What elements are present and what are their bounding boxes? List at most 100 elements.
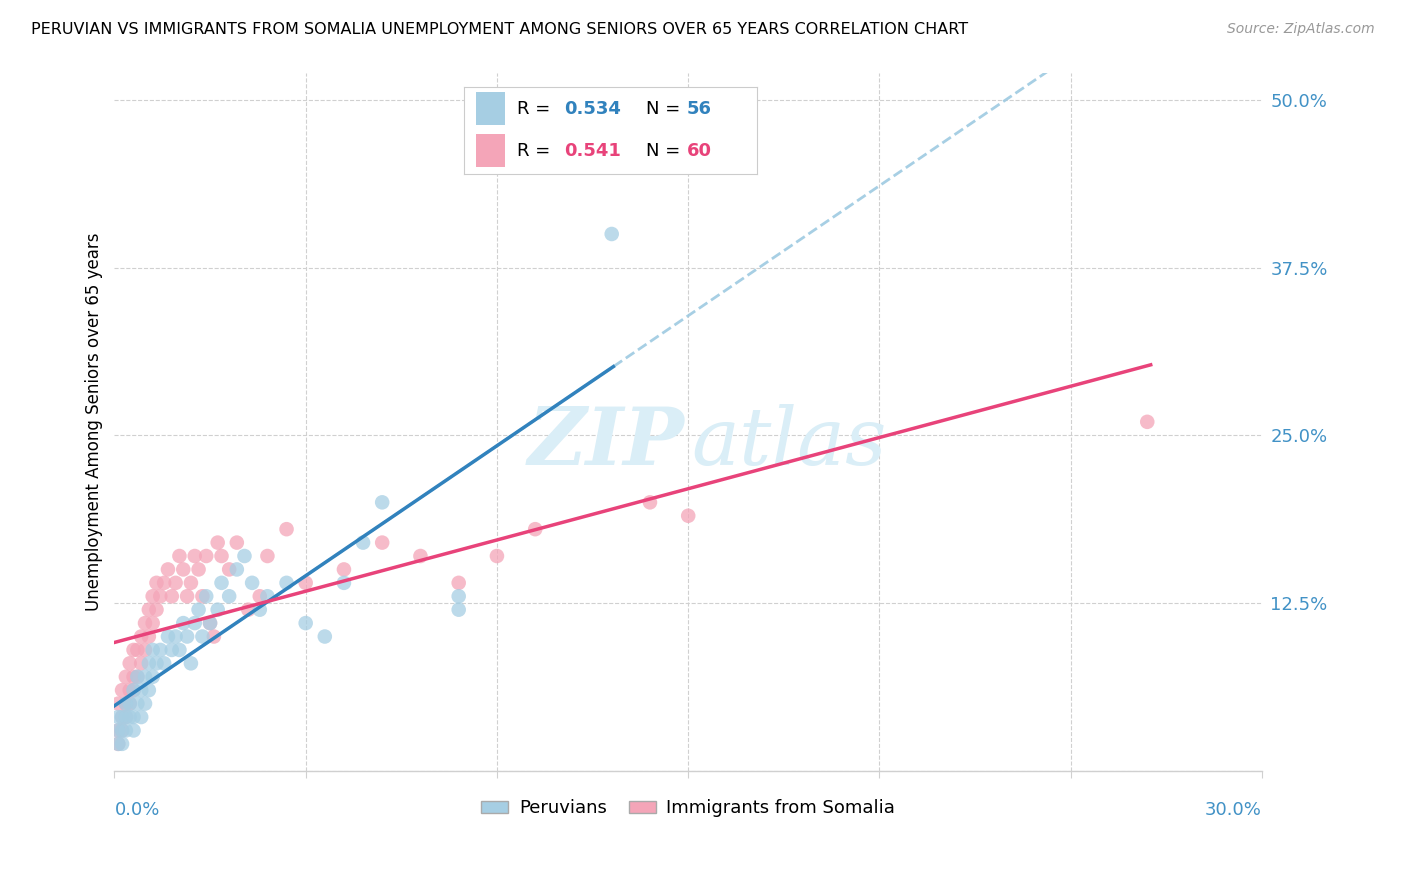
- Point: [122, 683, 145, 698]
- Point: [211, 549, 233, 563]
- Point: [160, 643, 183, 657]
- Point: [676, 508, 699, 523]
- Point: [524, 522, 547, 536]
- Point: [129, 683, 152, 698]
- Point: [122, 710, 145, 724]
- Point: [176, 630, 198, 644]
- Point: [172, 562, 194, 576]
- Point: [156, 562, 179, 576]
- Point: [118, 697, 141, 711]
- Point: [142, 589, 165, 603]
- Point: [142, 643, 165, 657]
- Point: [202, 630, 225, 644]
- Point: [138, 602, 160, 616]
- Point: [169, 549, 191, 563]
- Point: [115, 697, 138, 711]
- Point: [153, 657, 176, 671]
- Point: [1136, 415, 1159, 429]
- Point: [165, 630, 187, 644]
- Point: [184, 549, 207, 563]
- Text: ZIP: ZIP: [527, 404, 685, 482]
- Point: [111, 710, 134, 724]
- Point: [240, 575, 263, 590]
- Point: [127, 670, 149, 684]
- Point: [118, 697, 141, 711]
- Point: [111, 723, 134, 738]
- Point: [198, 616, 221, 631]
- Point: [153, 575, 176, 590]
- Point: [111, 683, 134, 698]
- Point: [218, 562, 240, 576]
- Point: [129, 657, 152, 671]
- Point: [107, 737, 129, 751]
- Point: [294, 575, 316, 590]
- Point: [122, 723, 145, 738]
- Point: [138, 630, 160, 644]
- Legend: Peruvians, Immigrants from Somalia: Peruvians, Immigrants from Somalia: [474, 792, 903, 824]
- Point: [207, 602, 229, 616]
- Point: [127, 643, 149, 657]
- Point: [115, 670, 138, 684]
- Point: [115, 697, 138, 711]
- Point: [145, 657, 167, 671]
- Point: [249, 589, 271, 603]
- Point: [191, 630, 214, 644]
- Point: [218, 589, 240, 603]
- Point: [225, 535, 247, 549]
- Point: [447, 589, 470, 603]
- Point: [165, 575, 187, 590]
- Point: [118, 710, 141, 724]
- Point: [122, 683, 145, 698]
- Point: [107, 737, 129, 751]
- Point: [115, 710, 138, 724]
- Point: [156, 630, 179, 644]
- Point: [211, 575, 233, 590]
- Point: [225, 562, 247, 576]
- Point: [122, 643, 145, 657]
- Point: [600, 227, 623, 241]
- Point: [314, 630, 336, 644]
- Point: [134, 616, 156, 631]
- Point: [134, 670, 156, 684]
- Point: [195, 549, 218, 563]
- Point: [160, 589, 183, 603]
- Point: [233, 549, 256, 563]
- Point: [187, 602, 209, 616]
- Point: [107, 697, 129, 711]
- Text: 30.0%: 30.0%: [1205, 801, 1263, 819]
- Point: [138, 657, 160, 671]
- Point: [111, 723, 134, 738]
- Point: [129, 630, 152, 644]
- Text: atlas: atlas: [692, 404, 887, 482]
- Point: [145, 575, 167, 590]
- Point: [107, 723, 129, 738]
- Point: [207, 535, 229, 549]
- Point: [333, 575, 356, 590]
- Point: [371, 535, 394, 549]
- Point: [447, 602, 470, 616]
- Point: [256, 549, 278, 563]
- Point: [187, 562, 209, 576]
- Point: [115, 710, 138, 724]
- Point: [122, 670, 145, 684]
- Point: [145, 602, 167, 616]
- Point: [142, 616, 165, 631]
- Point: [149, 643, 172, 657]
- Point: [172, 616, 194, 631]
- Text: 0.0%: 0.0%: [114, 801, 160, 819]
- Point: [191, 589, 214, 603]
- Point: [134, 643, 156, 657]
- Point: [184, 616, 207, 631]
- Point: [195, 589, 218, 603]
- Point: [294, 616, 316, 631]
- Point: [409, 549, 432, 563]
- Point: [127, 697, 149, 711]
- Point: [129, 710, 152, 724]
- Point: [115, 723, 138, 738]
- Point: [138, 683, 160, 698]
- Point: [485, 549, 508, 563]
- Point: [134, 697, 156, 711]
- Point: [638, 495, 661, 509]
- Y-axis label: Unemployment Among Seniors over 65 years: Unemployment Among Seniors over 65 years: [86, 233, 103, 611]
- Point: [238, 602, 260, 616]
